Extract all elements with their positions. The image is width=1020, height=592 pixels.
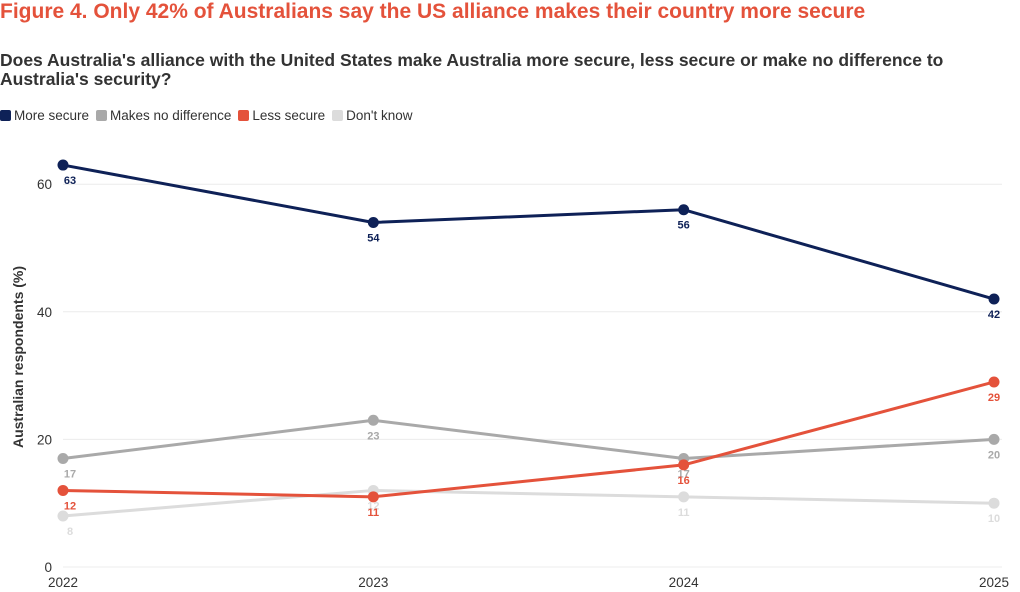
data-point-don-t-know-2022	[57, 510, 69, 522]
data-point-less-secure-2022	[57, 484, 69, 496]
data-label-more-secure-2025: 42	[988, 309, 1000, 321]
data-point-less-secure-2025	[988, 376, 1000, 388]
data-label-makes-no-difference-2022: 17	[64, 469, 76, 481]
data-point-less-secure-2024	[678, 459, 690, 471]
x-tick-label-2025: 2025	[979, 575, 1009, 590]
data-label-more-secure-2024: 56	[678, 220, 690, 232]
legend-label-less-secure: Less secure	[252, 108, 326, 123]
series-line-more-secure	[62, 163, 995, 301]
y-tick-label-0: 0	[44, 560, 52, 575]
y-axis-label: Australian respondents (%)	[10, 266, 26, 448]
data-label-more-secure-2022: 63	[64, 175, 76, 187]
series-line-makes-no-difference	[62, 418, 995, 461]
data-label-more-secure-2023: 54	[367, 232, 380, 244]
figure-title: Figure 4. Only 42% of Australians say th…	[0, 0, 866, 23]
data-point-more-secure-2025	[988, 293, 1000, 305]
data-label-less-secure-2023: 11	[368, 507, 380, 519]
data-point-more-secure-2022	[57, 159, 69, 171]
legend-label-makes-no-difference: Makes no difference	[110, 108, 232, 123]
y-tick-label-60: 60	[37, 177, 52, 192]
data-label-don-t-know-2024: 11	[678, 507, 690, 519]
data-point-makes-no-difference-2023	[367, 414, 379, 426]
legend-label-dont-know: Don't know	[346, 108, 413, 123]
legend-item-dont-know[interactable]: Don't know	[332, 108, 413, 123]
data-point-more-secure-2023	[367, 216, 379, 228]
data-point-less-secure-2023	[367, 491, 379, 503]
legend-item-more-secure[interactable]: More secure	[0, 108, 89, 123]
data-label-less-secure-2024: 16	[678, 475, 690, 487]
data-label-don-t-know-2023: 12	[367, 500, 379, 512]
legend-item-less-secure[interactable]: Less secure	[238, 108, 325, 123]
x-tick-label-2023: 2023	[358, 575, 388, 590]
data-label-don-t-know-2022: 8	[67, 526, 73, 538]
legend-swatch-dont-know	[332, 110, 344, 121]
series-line-don-t-know	[62, 488, 995, 518]
legend-swatch-makes-no-difference	[96, 110, 108, 121]
data-point-makes-no-difference-2025	[988, 433, 1000, 445]
data-label-less-secure-2025: 29	[988, 392, 1000, 404]
data-point-don-t-know-2024	[678, 491, 690, 503]
y-tick-label-20: 20	[37, 432, 52, 447]
data-point-makes-no-difference-2022	[57, 453, 69, 465]
data-label-makes-no-difference-2025: 20	[988, 449, 1000, 461]
data-point-don-t-know-2025	[988, 497, 1000, 509]
series-line-less-secure	[62, 380, 995, 499]
legend-label-more-secure: More secure	[14, 108, 90, 123]
chart-question: Does Australia's alliance with the Unite…	[0, 50, 944, 89]
y-tick-label-40: 40	[37, 305, 52, 320]
data-label-makes-no-difference-2024: 17	[678, 469, 690, 481]
legend-swatch-more-secure	[0, 110, 11, 121]
chart-legend: More secure Makes no difference Less sec…	[0, 108, 420, 123]
data-label-don-t-know-2025: 10	[988, 513, 1000, 525]
x-tick-label-2024: 2024	[669, 575, 700, 590]
data-label-makes-no-difference-2023: 23	[367, 430, 379, 442]
legend-swatch-less-secure	[238, 110, 250, 121]
data-label-less-secure-2022: 12	[64, 500, 76, 512]
x-tick-label-2022: 2022	[48, 575, 78, 590]
data-point-more-secure-2024	[678, 204, 690, 216]
legend-item-makes-no-difference[interactable]: Makes no difference	[96, 108, 231, 123]
